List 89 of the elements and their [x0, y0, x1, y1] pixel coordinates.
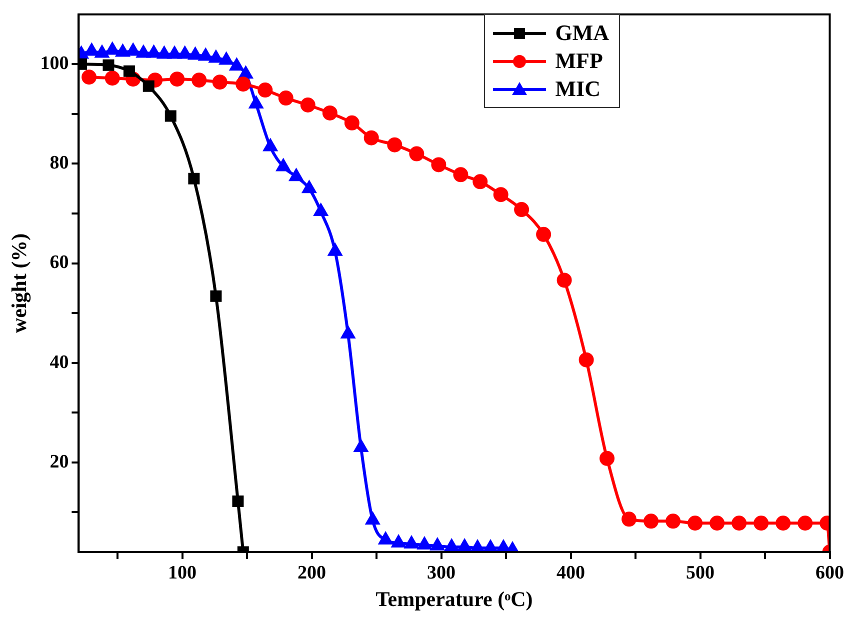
point	[116, 44, 130, 57]
point	[264, 139, 278, 152]
point	[192, 72, 207, 88]
y-tick-label: 20	[50, 451, 69, 472]
point	[536, 226, 552, 242]
point	[458, 540, 472, 552]
point	[136, 46, 150, 58]
point	[556, 272, 572, 288]
x-tick-label: 100	[168, 562, 197, 584]
point	[126, 44, 140, 56]
legend-label: GMA	[555, 20, 610, 46]
point	[168, 46, 182, 59]
point	[314, 204, 328, 216]
point	[493, 187, 508, 202]
point	[220, 52, 234, 65]
point	[239, 66, 252, 79]
point	[164, 110, 176, 122]
point	[198, 48, 212, 61]
point	[276, 159, 290, 172]
x-tick-label: 300	[427, 562, 456, 584]
point	[754, 516, 769, 531]
point	[798, 516, 813, 531]
point	[472, 174, 488, 190]
x-tick-label: 500	[686, 562, 715, 584]
point	[600, 450, 615, 466]
point	[290, 169, 303, 182]
point	[188, 48, 202, 60]
point	[404, 536, 418, 549]
point	[354, 440, 368, 452]
point	[212, 74, 228, 90]
point	[188, 172, 200, 184]
point	[236, 76, 251, 92]
point	[170, 72, 185, 87]
point	[278, 90, 294, 106]
point	[366, 512, 380, 525]
point	[209, 50, 223, 63]
point	[84, 44, 98, 56]
point	[514, 202, 530, 218]
point	[578, 352, 594, 368]
point	[688, 516, 703, 531]
point	[249, 96, 263, 108]
x-tick-label: 600	[816, 562, 844, 584]
point	[322, 105, 338, 120]
point	[392, 536, 406, 548]
point	[102, 59, 114, 71]
point	[387, 137, 402, 152]
point	[157, 46, 171, 59]
legend-label: MFP	[555, 48, 603, 74]
point	[444, 540, 458, 552]
point	[344, 115, 360, 130]
point	[302, 181, 316, 194]
point	[147, 46, 160, 58]
legend-label: MIC	[555, 76, 600, 102]
point	[142, 80, 154, 92]
point	[418, 538, 432, 550]
point	[95, 46, 109, 58]
y-axis-title: weight (%)	[7, 233, 32, 334]
point	[776, 516, 791, 531]
point	[431, 157, 446, 172]
y-tick-label: 40	[50, 352, 69, 373]
point	[210, 290, 222, 302]
x-tick-label: 200	[298, 562, 326, 584]
x-axis-title: Temperature (ᵒC)	[376, 586, 533, 611]
point	[622, 512, 637, 527]
point	[328, 244, 342, 256]
point	[470, 540, 484, 552]
point	[666, 514, 681, 529]
point	[123, 65, 135, 77]
point	[82, 70, 97, 85]
point	[732, 516, 747, 531]
y-tick-label: 60	[50, 252, 69, 274]
point	[300, 97, 316, 112]
y-tick-label: 80	[50, 152, 69, 174]
x-tick-label: 400	[556, 562, 586, 584]
point	[430, 538, 444, 551]
point	[341, 326, 355, 338]
point	[710, 516, 725, 531]
point	[364, 130, 379, 146]
y-tick-label: 100	[40, 53, 69, 74]
point	[409, 146, 424, 162]
point	[104, 70, 120, 86]
point	[378, 532, 392, 545]
point	[232, 495, 244, 507]
point	[484, 540, 498, 552]
point	[230, 58, 244, 71]
point	[106, 42, 120, 55]
point	[453, 167, 468, 182]
point	[644, 514, 659, 529]
point	[258, 82, 273, 98]
